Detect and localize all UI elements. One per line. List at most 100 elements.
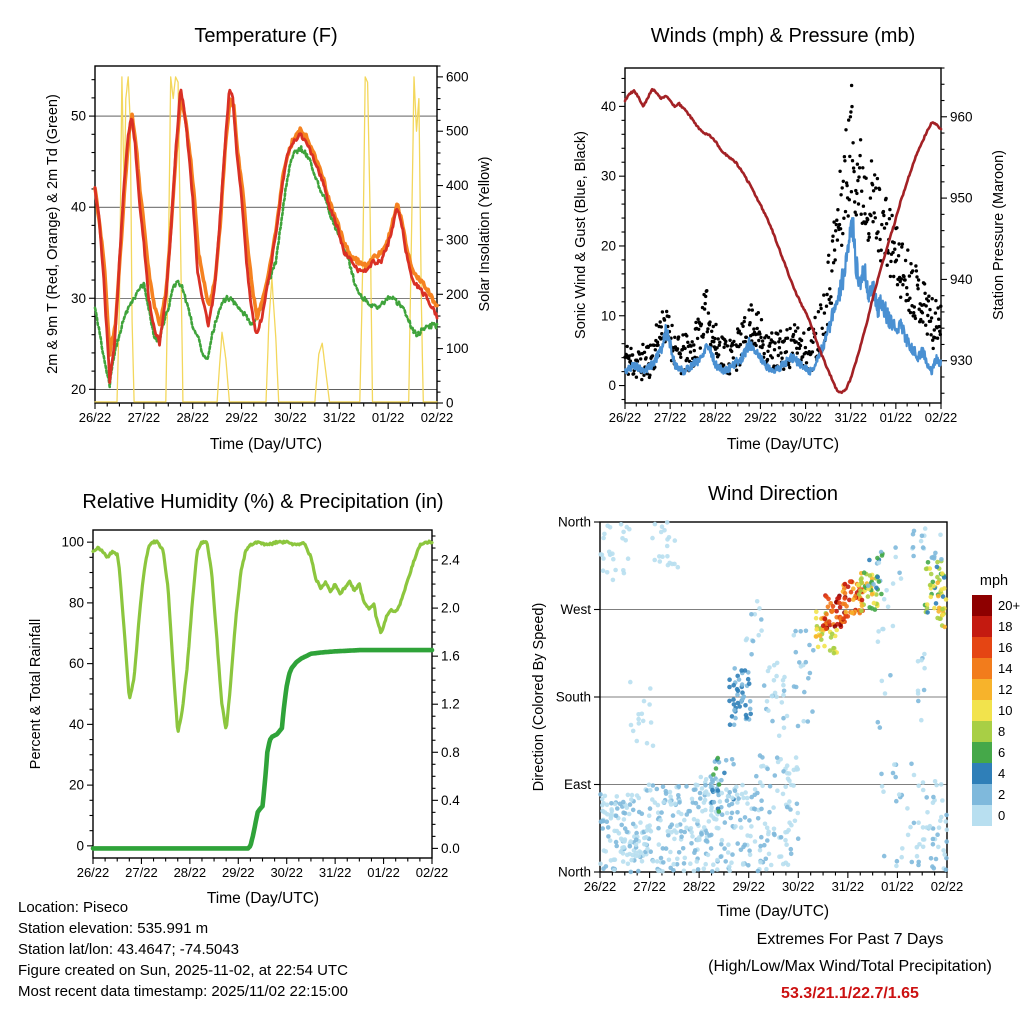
svg-text:28/22: 28/22 bbox=[683, 879, 716, 894]
svg-text:100: 100 bbox=[446, 341, 469, 356]
station-latlon: Station lat/lon: 43.4647; -74.5043 bbox=[18, 941, 240, 958]
svg-text:20: 20 bbox=[69, 778, 84, 793]
svg-text:02/22: 02/22 bbox=[416, 865, 449, 880]
svg-text:28/22: 28/22 bbox=[174, 865, 207, 880]
svg-text:400: 400 bbox=[446, 178, 469, 193]
svg-text:02/22: 02/22 bbox=[931, 879, 964, 894]
svg-text:200: 200 bbox=[446, 287, 469, 302]
svg-text:10: 10 bbox=[998, 703, 1012, 718]
svg-text:40: 40 bbox=[69, 717, 84, 732]
speed-legend: mph 20+ 18 16 14 12 10 8 6 4 2 0 bbox=[972, 573, 1020, 826]
svg-text:0.8: 0.8 bbox=[441, 745, 460, 760]
svg-text:12: 12 bbox=[998, 682, 1012, 697]
svg-text:20: 20 bbox=[71, 382, 86, 397]
series-temp-2m bbox=[93, 88, 439, 384]
svg-text:Percent & Total Rainfall: Percent & Total Rainfall bbox=[28, 619, 44, 769]
svg-text:14: 14 bbox=[998, 661, 1012, 676]
svg-text:Time (Day/UTC): Time (Day/UTC) bbox=[210, 436, 322, 453]
svg-text:28/22: 28/22 bbox=[176, 410, 209, 425]
svg-text:18: 18 bbox=[998, 619, 1012, 634]
svg-text:20: 20 bbox=[601, 238, 616, 253]
svg-text:01/22: 01/22 bbox=[367, 865, 400, 880]
svg-text:8: 8 bbox=[998, 724, 1005, 739]
svg-text:29/22: 29/22 bbox=[732, 879, 765, 894]
chart-temperature: 26/22 27/22 28/22 29/22 30/22 31/22 01/22 02/22… bbox=[45, 25, 493, 453]
svg-text:30: 30 bbox=[601, 169, 616, 184]
svg-text:01/22: 01/22 bbox=[881, 879, 914, 894]
svg-text:02/22: 02/22 bbox=[421, 410, 454, 425]
svg-text:4: 4 bbox=[998, 766, 1005, 781]
svg-text:Wind Direction: Wind Direction bbox=[708, 483, 838, 505]
svg-text:Solar Insolation (Yellow): Solar Insolation (Yellow) bbox=[477, 156, 493, 311]
svg-text:30/22: 30/22 bbox=[274, 410, 307, 425]
svg-text:North: North bbox=[558, 865, 591, 880]
svg-text:2m & 9m T (Red, Orange) & 2m T: 2m & 9m T (Red, Orange) & 2m Td (Green) bbox=[45, 94, 61, 374]
svg-text:960: 960 bbox=[950, 109, 973, 124]
svg-text:2.4: 2.4 bbox=[441, 553, 460, 568]
figure-created-timestamp: Figure created on Sun, 2025-11-02, at 22… bbox=[18, 962, 348, 979]
station-info: Location: Piseco Station elevation: 535.… bbox=[18, 897, 348, 1002]
svg-text:2: 2 bbox=[998, 787, 1005, 802]
svg-text:29/22: 29/22 bbox=[222, 865, 255, 880]
svg-text:950: 950 bbox=[950, 191, 973, 206]
svg-text:26/22: 26/22 bbox=[609, 410, 642, 425]
svg-text:6: 6 bbox=[998, 745, 1005, 760]
station-elevation: Station elevation: 535.991 m bbox=[18, 920, 209, 937]
svg-text:Sonic Wind & Gust (Blue, Black: Sonic Wind & Gust (Blue, Black) bbox=[573, 131, 589, 339]
wind-direction-dots bbox=[598, 520, 950, 875]
svg-text:2.0: 2.0 bbox=[441, 601, 460, 616]
svg-text:27/22: 27/22 bbox=[125, 865, 158, 880]
svg-text:30/22: 30/22 bbox=[789, 410, 822, 425]
svg-text:31/22: 31/22 bbox=[832, 879, 865, 894]
series-station-pressure bbox=[623, 87, 943, 395]
svg-text:02/22: 02/22 bbox=[925, 410, 958, 425]
extremes-values: 53.3/21.1/22.7/1.65 bbox=[781, 985, 919, 1002]
svg-text:600: 600 bbox=[446, 69, 469, 84]
svg-text:31/22: 31/22 bbox=[319, 865, 352, 880]
svg-text:South: South bbox=[556, 690, 591, 705]
svg-text:0.0: 0.0 bbox=[441, 841, 460, 856]
svg-text:mph: mph bbox=[980, 573, 1008, 589]
svg-text:Time (Day/UTC): Time (Day/UTC) bbox=[727, 436, 839, 453]
svg-text:10: 10 bbox=[601, 308, 616, 323]
svg-text:26/22: 26/22 bbox=[79, 410, 112, 425]
svg-text:29/22: 29/22 bbox=[225, 410, 258, 425]
svg-text:16: 16 bbox=[998, 640, 1012, 655]
svg-text:0: 0 bbox=[446, 396, 454, 411]
svg-text:40: 40 bbox=[601, 99, 616, 114]
svg-text:100: 100 bbox=[61, 535, 84, 550]
svg-text:1.6: 1.6 bbox=[441, 649, 460, 664]
svg-text:60: 60 bbox=[69, 656, 84, 671]
svg-text:0: 0 bbox=[998, 808, 1005, 823]
svg-text:31/22: 31/22 bbox=[834, 410, 867, 425]
recent-data-timestamp: Most recent data timestamp: 2025/11/02 2… bbox=[18, 983, 348, 1000]
svg-text:0: 0 bbox=[76, 838, 84, 853]
svg-text:40: 40 bbox=[71, 200, 86, 215]
svg-text:500: 500 bbox=[446, 124, 469, 139]
series-temp-9m bbox=[93, 97, 439, 357]
series-total-rainfall bbox=[90, 647, 435, 851]
svg-text:Station Pressure (Maroon): Station Pressure (Maroon) bbox=[991, 150, 1007, 320]
svg-text:Time (Day/UTC): Time (Day/UTC) bbox=[207, 890, 319, 907]
svg-text:30/22: 30/22 bbox=[782, 879, 815, 894]
chart-humidity-precip: 26/22 27/22 28/22 29/22 30/22 31/22 01/22 02/22… bbox=[28, 491, 460, 907]
svg-text:East: East bbox=[564, 777, 591, 792]
svg-text:80: 80 bbox=[69, 595, 84, 610]
extremes-subtitle: (High/Low/Max Wind/Total Precipitation) bbox=[708, 958, 992, 975]
svg-text:0: 0 bbox=[608, 378, 616, 393]
svg-text:Direction (Colored By Speed): Direction (Colored By Speed) bbox=[531, 603, 547, 792]
series-relative-humidity bbox=[91, 539, 434, 733]
svg-text:20+: 20+ bbox=[998, 598, 1020, 613]
series-sonic-wind bbox=[623, 217, 943, 376]
svg-text:Time (Day/UTC): Time (Day/UTC) bbox=[717, 903, 829, 920]
svg-text:28/22: 28/22 bbox=[699, 410, 732, 425]
svg-text:930: 930 bbox=[950, 353, 973, 368]
chart-wind-direction: 26/22 27/22 28/22 29/22 30/22 31/22 01/22 02/22… bbox=[531, 483, 1020, 920]
svg-text:30/22: 30/22 bbox=[270, 865, 303, 880]
svg-text:27/22: 27/22 bbox=[654, 410, 687, 425]
svg-text:27/22: 27/22 bbox=[128, 410, 161, 425]
svg-text:North: North bbox=[558, 515, 591, 530]
svg-text:Winds (mph) & Pressure (mb): Winds (mph) & Pressure (mb) bbox=[651, 25, 916, 47]
